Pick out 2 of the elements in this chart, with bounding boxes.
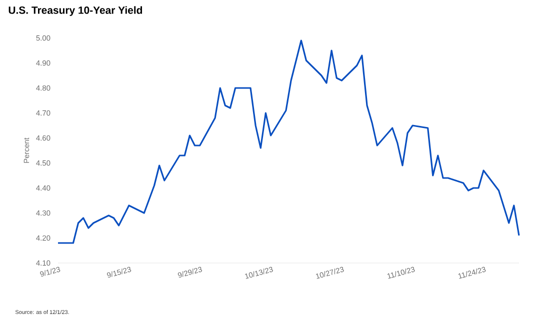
chart-title: U.S. Treasury 10-Year Yield [8,6,142,16]
line-series [57,40,520,244]
